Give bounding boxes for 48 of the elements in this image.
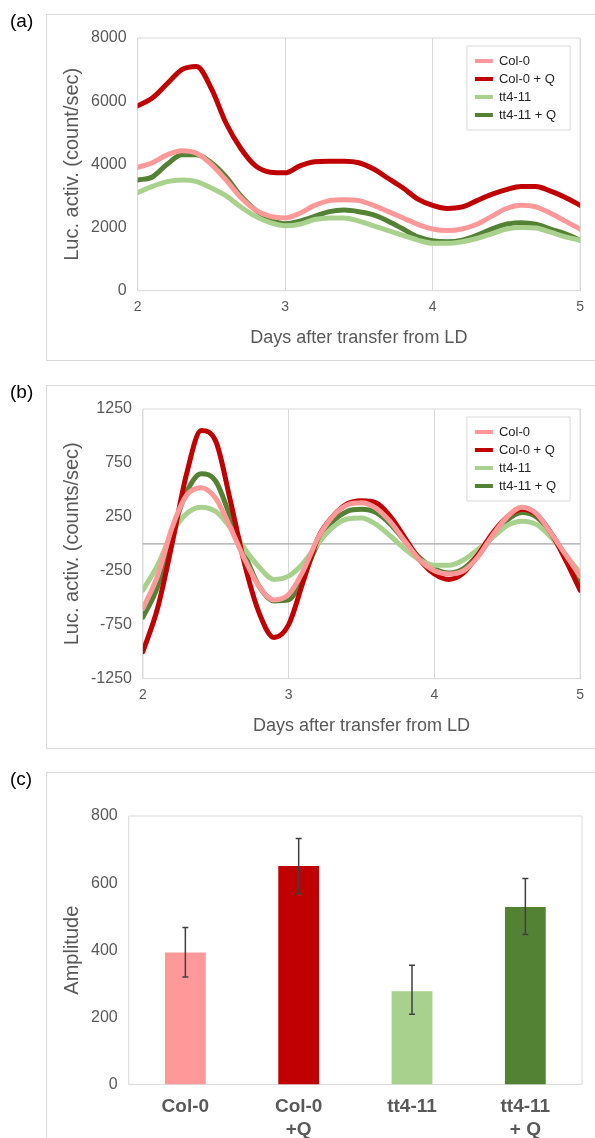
y-tick-label: 6000: [91, 91, 127, 109]
x-tick-label: 2: [133, 297, 142, 314]
x-tick-label: 5: [576, 685, 585, 702]
y-axis-title: Amplitude: [59, 905, 82, 995]
legend-label: Col-0 + Q: [498, 441, 555, 457]
y-tick-label: 400: [90, 940, 118, 958]
y-tick-label: 200: [90, 1007, 118, 1025]
bar: [164, 952, 206, 1085]
y-tick-label: 2000: [91, 217, 127, 235]
x-tick-label: 3: [284, 685, 293, 702]
y-tick-label: -1250: [91, 669, 133, 687]
legend-label: tt4-11: [498, 459, 532, 475]
x-axis-title: Days after transfer from LD: [250, 327, 468, 348]
y-tick-label: 250: [105, 507, 133, 525]
x-tick-label: Col-0: [161, 1095, 210, 1117]
y-tick-label: -750: [99, 615, 133, 633]
chart-title: (a): [10, 10, 34, 32]
y-tick-label: 1250: [96, 399, 133, 417]
x-tick-label: 5: [576, 297, 585, 314]
chart-title: (b): [10, 381, 34, 403]
x-tick-label: 2: [139, 685, 148, 702]
bar: [278, 865, 320, 1085]
x-tick-label: 4: [430, 685, 439, 702]
x-tick-label: 3: [281, 297, 290, 314]
legend-label: Col-0: [498, 423, 530, 439]
bar: [504, 906, 546, 1085]
chart-title: (c): [10, 768, 33, 790]
x-tick-label: 4: [428, 297, 437, 314]
legend-label: Col-0: [498, 52, 530, 68]
legend-label: tt4-11 + Q: [498, 477, 557, 493]
y-tick-label: 4000: [91, 154, 127, 172]
bar: [391, 991, 433, 1085]
y-axis-title: Luc. activ. (counts/sec): [59, 442, 82, 646]
y-tick-label: 8000: [91, 28, 127, 46]
y-tick-label: 750: [105, 453, 133, 471]
y-tick-label: 0: [108, 1074, 118, 1092]
y-tick-label: 0: [117, 281, 127, 299]
y-axis-title: Luc. activ. (count/sec): [59, 67, 82, 261]
x-tick-label: tt4-11: [387, 1095, 438, 1117]
legend-label: Col-0 + Q: [498, 70, 555, 86]
y-tick-label: 800: [90, 806, 118, 824]
x-tick-label: tt4-11 + Q: [500, 1095, 551, 1138]
x-axis-title: Days after transfer from LD: [252, 715, 471, 736]
y-tick-label: -250: [99, 561, 133, 579]
legend-label: tt4-11: [498, 88, 532, 104]
legend-label: tt4-11 + Q: [498, 106, 557, 122]
y-tick-label: 600: [90, 873, 118, 891]
x-tick-label: Col-0 +Q: [274, 1095, 323, 1138]
